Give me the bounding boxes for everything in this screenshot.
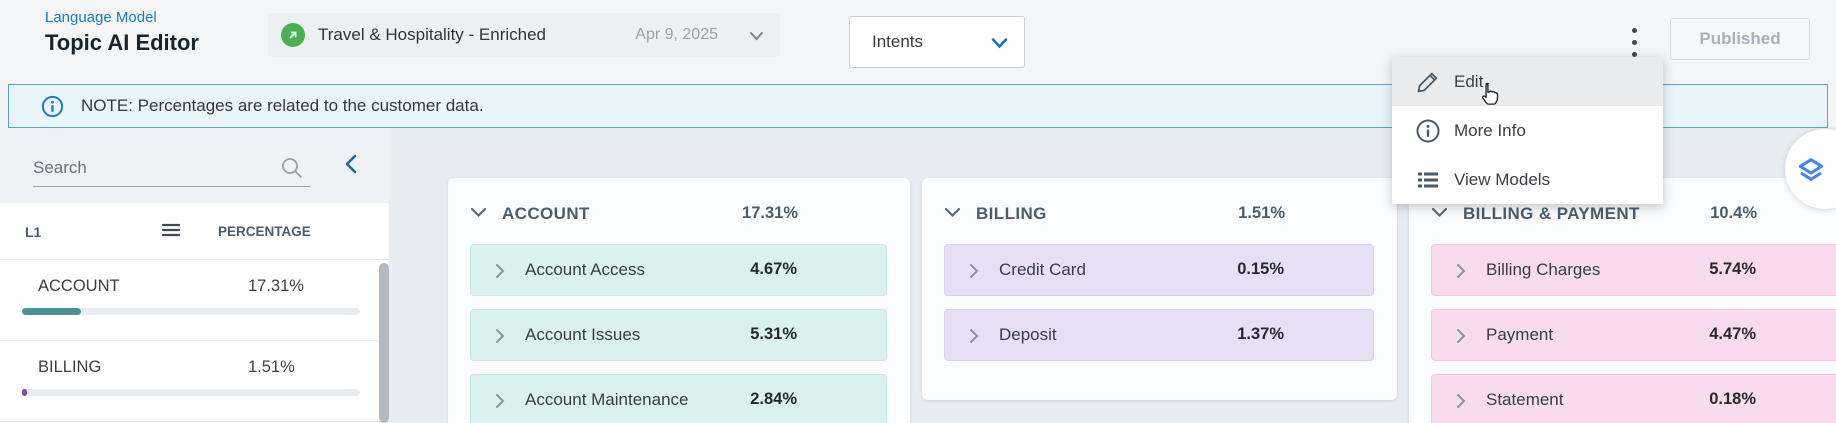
- row-label: ACCOUNT: [38, 277, 120, 295]
- sidebar-scrollbar[interactable]: [379, 263, 389, 423]
- view-selector-dropdown[interactable]: Intents: [849, 16, 1025, 68]
- panel-value: 1.51%: [1238, 204, 1285, 222]
- topic-value: 2.84%: [750, 390, 797, 408]
- page-title: Topic AI Editor: [45, 30, 199, 55]
- panel-title: BILLING & PAYMENT: [1463, 204, 1640, 223]
- chevron-right-icon: [1456, 328, 1466, 349]
- column-header-percentage: PERCENTAGE: [218, 224, 311, 239]
- panel-title: BILLING: [976, 204, 1047, 223]
- topic-row[interactable]: Billing Charges 5.74%: [1431, 244, 1836, 296]
- actions-context-menu: Edit More Info View Models: [1392, 57, 1663, 204]
- panel-billing-payment: BILLING & PAYMENT 10.4% Billing Charges …: [1409, 178, 1836, 423]
- column-header-l1: L1: [25, 224, 42, 240]
- menu-item-label: View Models: [1454, 169, 1551, 189]
- table-row-account[interactable]: ACCOUNT 17.31%: [0, 260, 389, 341]
- collapse-sidebar-button[interactable]: [344, 154, 358, 177]
- table-row-billing[interactable]: BILLING 1.51%: [0, 341, 389, 422]
- menu-item-view-models[interactable]: View Models: [1392, 155, 1663, 204]
- topic-label: Credit Card: [999, 260, 1086, 279]
- panel-account: ACCOUNT 17.31% Account Access 4.67% Acco…: [448, 178, 910, 423]
- chevron-right-icon: [495, 393, 505, 414]
- topic-row[interactable]: Statement 0.18%: [1431, 374, 1836, 423]
- topic-value: 0.18%: [1709, 390, 1756, 408]
- row-value: 1.51%: [248, 358, 295, 376]
- search-icon: [280, 156, 304, 185]
- panel-value: 10.4%: [1710, 204, 1757, 222]
- topic-value: 5.74%: [1709, 260, 1756, 278]
- published-button[interactable]: Published: [1670, 18, 1810, 60]
- view-selector-value: Intents: [872, 32, 924, 51]
- menu-item-more-info[interactable]: More Info: [1392, 106, 1663, 155]
- topic-label: Account Maintenance: [525, 390, 689, 409]
- chevron-right-icon: [1456, 263, 1466, 284]
- topic-label: Account Issues: [525, 325, 641, 344]
- model-selector-dropdown[interactable]: Travel & Hospitality - Enriched Apr 9, 2…: [268, 13, 780, 57]
- menu-item-label: Edit: [1454, 71, 1484, 91]
- chevron-down-icon: [470, 205, 487, 223]
- info-icon: [1415, 118, 1441, 144]
- menu-item-edit[interactable]: Edit: [1392, 57, 1663, 106]
- chevron-right-icon: [969, 263, 979, 284]
- model-date: Apr 9, 2025: [635, 26, 718, 43]
- row-label: BILLING: [38, 358, 102, 376]
- topic-row[interactable]: Credit Card 0.15%: [944, 244, 1374, 296]
- topic-row[interactable]: Account Maintenance 2.84%: [470, 374, 887, 423]
- topic-value: 1.37%: [1237, 325, 1284, 343]
- topic-label: Deposit: [999, 325, 1057, 344]
- search-input[interactable]: [33, 156, 310, 187]
- topic-value: 4.47%: [1709, 325, 1756, 343]
- pencil-icon: [1415, 69, 1441, 95]
- list-icon: [1415, 167, 1441, 193]
- chevron-right-icon: [1456, 393, 1466, 414]
- model-name: Travel & Hospitality - Enriched: [318, 25, 547, 44]
- topic-value: 4.67%: [750, 260, 797, 278]
- topic-row[interactable]: Deposit 1.37%: [944, 309, 1374, 361]
- topic-label: Statement: [1486, 390, 1564, 409]
- panel-header[interactable]: BILLING & PAYMENT 10.4%: [1409, 178, 1836, 234]
- panel-header[interactable]: ACCOUNT 17.31%: [448, 178, 910, 234]
- progress-bar: [22, 308, 360, 315]
- topic-value: 5.31%: [750, 325, 797, 343]
- hamburger-icon: [160, 223, 182, 244]
- chevron-right-icon: [495, 328, 505, 349]
- eyebrow-label: Language Model: [45, 9, 157, 26]
- note-text: NOTE: Percentages are related to the cus…: [81, 96, 484, 115]
- published-model-icon: [281, 23, 305, 47]
- topic-label: Account Access: [525, 260, 646, 279]
- topic-value: 0.15%: [1237, 260, 1284, 278]
- topic-level-table: L1 PERCENTAGE ACCOUNT 17.31% BILLING 1.5…: [0, 203, 389, 423]
- panel-header[interactable]: BILLING 1.51%: [922, 178, 1397, 234]
- chevron-down-icon: [1431, 205, 1448, 223]
- chevron-down-icon: [944, 205, 961, 223]
- table-header: L1 PERCENTAGE: [0, 203, 389, 260]
- topic-row[interactable]: Account Access 4.67%: [470, 244, 887, 296]
- panel-billing: BILLING 1.51% Credit Card 0.15% Deposit …: [922, 178, 1397, 400]
- app-header: Language Model Topic AI Editor Travel & …: [0, 0, 1836, 84]
- topic-label: Billing Charges: [1486, 260, 1601, 279]
- mouse-cursor-icon: [1478, 81, 1502, 112]
- chevron-left-icon: [344, 154, 358, 177]
- chevron-down-icon: [991, 36, 1008, 54]
- topics-sidebar: L1 PERCENTAGE ACCOUNT 17.31% BILLING 1.5…: [0, 128, 389, 423]
- topic-label: Payment: [1486, 325, 1554, 344]
- more-actions-kebab-button[interactable]: [1621, 22, 1647, 62]
- column-menu-button[interactable]: [160, 219, 182, 244]
- menu-item-label: More Info: [1454, 120, 1526, 140]
- chevron-right-icon: [495, 263, 505, 284]
- chevron-right-icon: [969, 328, 979, 349]
- panel-value: 17.31%: [742, 204, 798, 222]
- chevron-down-icon: [749, 28, 764, 46]
- topic-row[interactable]: Account Issues 5.31%: [470, 309, 887, 361]
- row-value: 17.31%: [248, 277, 304, 295]
- progress-bar: [22, 389, 360, 396]
- info-icon: [41, 95, 64, 118]
- topic-row[interactable]: Payment 4.47%: [1431, 309, 1836, 361]
- panel-title: ACCOUNT: [502, 204, 590, 223]
